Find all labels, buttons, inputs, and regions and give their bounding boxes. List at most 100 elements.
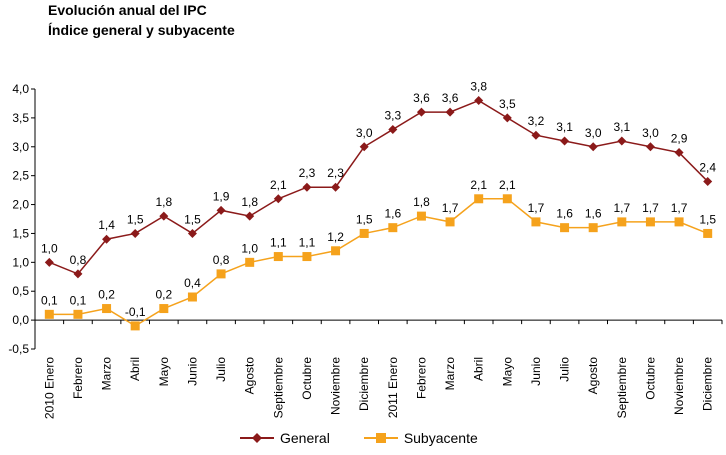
data-label-subyacente: 1,8 bbox=[413, 195, 430, 209]
data-point-subyacente bbox=[617, 217, 627, 227]
data-label-general: 1,5 bbox=[127, 212, 144, 226]
data-label-general: 1,4 bbox=[98, 218, 115, 232]
y-tick-label: 4,0 bbox=[12, 82, 29, 96]
data-label-subyacente: 1,6 bbox=[384, 207, 401, 221]
x-tick-label: Marzo bbox=[100, 357, 114, 391]
data-label-general: 3,0 bbox=[642, 126, 659, 140]
data-point-general bbox=[102, 234, 112, 244]
chart-title: Evolución anual del IPC bbox=[48, 2, 207, 18]
data-label-subyacente: 0,8 bbox=[213, 253, 230, 267]
x-tick-label: 2010 Enero bbox=[42, 357, 56, 419]
data-label-subyacente: 0,2 bbox=[155, 288, 172, 302]
data-label-general: 3,0 bbox=[356, 126, 373, 140]
data-point-general bbox=[73, 269, 83, 279]
data-point-general bbox=[617, 136, 627, 146]
x-tick-label: Agosto bbox=[243, 357, 257, 395]
data-point-subyacente bbox=[588, 223, 598, 233]
data-label-subyacente: 1,7 bbox=[442, 201, 459, 215]
series-line-subyacente bbox=[49, 198, 708, 327]
x-tick-label: Noviembre bbox=[329, 357, 343, 415]
data-point-general bbox=[531, 130, 541, 140]
data-point-general bbox=[302, 182, 312, 192]
data-label-general: 2,3 bbox=[299, 166, 316, 180]
data-point-subyacente bbox=[245, 257, 255, 267]
x-tick-label: Marzo bbox=[443, 357, 457, 391]
legend-swatch-general bbox=[240, 433, 274, 443]
y-tick-label: 1,5 bbox=[12, 226, 29, 240]
data-point-general bbox=[187, 228, 197, 238]
data-point-subyacente bbox=[187, 292, 197, 302]
data-label-general: 0,8 bbox=[70, 253, 87, 267]
data-point-subyacente bbox=[273, 252, 283, 262]
data-point-general bbox=[359, 142, 369, 152]
x-tick-label: Febrero bbox=[414, 357, 428, 399]
data-point-general bbox=[502, 113, 512, 123]
data-label-general: 1,9 bbox=[213, 189, 230, 203]
data-point-subyacente bbox=[102, 304, 112, 314]
data-point-subyacente bbox=[474, 194, 484, 204]
data-point-general bbox=[416, 107, 426, 117]
data-label-subyacente: 1,1 bbox=[270, 236, 287, 250]
x-tick-label: Diciembre bbox=[357, 357, 371, 411]
y-tick-label: 2,5 bbox=[12, 169, 29, 183]
data-label-general: 3,1 bbox=[613, 120, 630, 134]
data-label-subyacente: 1,1 bbox=[299, 236, 316, 250]
data-label-general: 3,8 bbox=[470, 80, 487, 94]
x-tick-label: Diciembre bbox=[701, 357, 715, 411]
data-label-general: 1,8 bbox=[241, 195, 258, 209]
x-tick-label: Julio bbox=[214, 357, 228, 382]
data-point-subyacente bbox=[44, 309, 54, 319]
data-label-subyacente: 2,1 bbox=[499, 178, 516, 192]
data-point-subyacente bbox=[645, 217, 655, 227]
data-label-subyacente: 1,5 bbox=[356, 212, 373, 226]
y-tick-label: -0,5 bbox=[8, 342, 29, 356]
x-tick-label: Febrero bbox=[71, 357, 85, 399]
legend-item-general: General bbox=[240, 430, 330, 446]
data-point-general bbox=[445, 107, 455, 117]
x-tick-label: Abril bbox=[472, 357, 486, 381]
data-label-general: 3,3 bbox=[384, 108, 401, 122]
data-label-subyacente: 1,0 bbox=[241, 241, 258, 255]
data-point-subyacente bbox=[560, 223, 570, 233]
x-tick-label: Septiembre bbox=[615, 357, 629, 419]
data-label-subyacente: 1,7 bbox=[528, 201, 545, 215]
data-label-subyacente: 2,1 bbox=[470, 178, 487, 192]
data-point-general bbox=[703, 176, 713, 186]
x-tick-label: Mayo bbox=[157, 357, 171, 387]
y-tick-label: 3,0 bbox=[12, 140, 29, 154]
data-point-general bbox=[245, 211, 255, 221]
line-chart: -0,5 0,0 0,5 1,0 1,5 2,0 2,5 3,0 3,5 4,0 2010 Ener… bbox=[8, 80, 723, 419]
legend-label-general: General bbox=[280, 430, 330, 446]
data-point-subyacente bbox=[531, 217, 541, 227]
data-point-general bbox=[216, 205, 226, 215]
data-label-general: 3,6 bbox=[413, 91, 430, 105]
x-tick-label: Octubre bbox=[643, 357, 657, 400]
data-label-subyacente: 1,7 bbox=[671, 201, 688, 215]
data-point-subyacente bbox=[159, 304, 169, 314]
data-label-subyacente: 1,7 bbox=[613, 201, 630, 215]
x-tick-label: Junio bbox=[529, 357, 543, 386]
data-point-subyacente bbox=[302, 252, 312, 262]
x-tick-label: Mayo bbox=[500, 357, 514, 387]
data-label-general: 2,4 bbox=[699, 160, 716, 174]
y-tick-label: 3,5 bbox=[12, 111, 29, 125]
data-label-subyacente: 1,7 bbox=[642, 201, 659, 215]
data-label-subyacente: 1,2 bbox=[327, 230, 344, 244]
data-label-general: 3,0 bbox=[585, 126, 602, 140]
data-point-subyacente bbox=[388, 223, 398, 233]
chart-subtitle: Índice general y subyacente bbox=[48, 22, 235, 38]
data-point-general bbox=[645, 142, 655, 152]
data-label-subyacente: 1,5 bbox=[699, 212, 716, 226]
data-label-subyacente: 1,6 bbox=[556, 207, 573, 221]
data-point-subyacente bbox=[445, 217, 455, 227]
data-point-general bbox=[331, 182, 341, 192]
legend: General Subyacente bbox=[240, 430, 478, 446]
legend-item-subyacente: Subyacente bbox=[363, 430, 478, 446]
data-point-general bbox=[273, 194, 283, 204]
data-point-subyacente bbox=[703, 228, 713, 238]
data-label-general: 3,2 bbox=[528, 114, 545, 128]
data-label-subyacente: 0,1 bbox=[41, 293, 58, 307]
data-point-general bbox=[588, 142, 598, 152]
y-tick-label: 2,0 bbox=[12, 198, 29, 212]
data-point-subyacente bbox=[216, 269, 226, 279]
